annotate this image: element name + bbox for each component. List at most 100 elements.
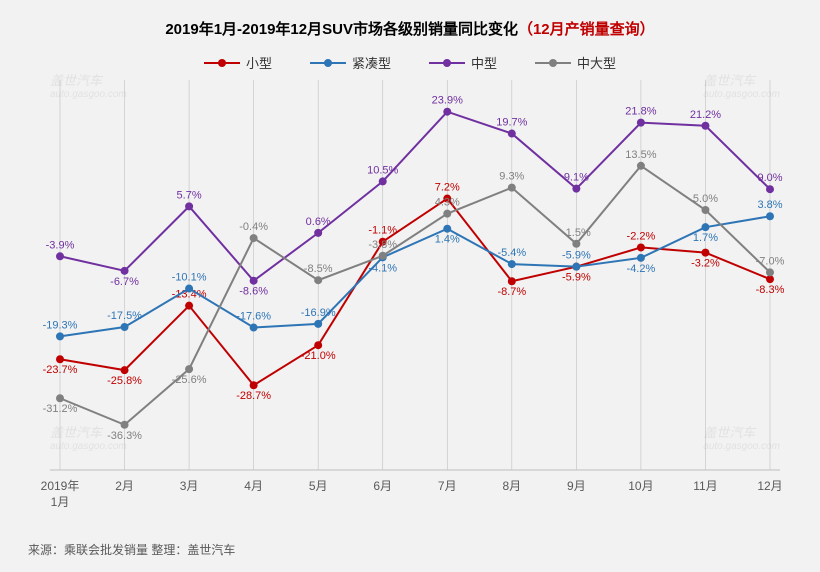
legend-label: 紧凑型 xyxy=(352,53,391,72)
x-axis-label: 11月 xyxy=(693,479,717,493)
data-point xyxy=(250,324,258,332)
chart-title: 2019年1月-2019年12月SUV市场各级别销量同比变化（12月产销量查询） xyxy=(0,0,820,39)
data-label: -28.7% xyxy=(236,390,271,402)
data-label: 9.3% xyxy=(499,171,524,183)
legend-marker xyxy=(204,58,240,68)
title-suffix: （12月产销量查询） xyxy=(518,21,655,38)
data-point xyxy=(701,206,709,214)
data-point xyxy=(379,177,387,185)
data-label: -1.1% xyxy=(368,225,397,237)
legend-label: 中型 xyxy=(471,53,497,72)
data-label: -3.2% xyxy=(691,258,720,270)
x-axis-label: 7月 xyxy=(438,479,457,493)
x-axis-label: 8月 xyxy=(502,479,521,493)
data-point xyxy=(443,210,451,218)
data-label: -8.3% xyxy=(756,284,785,296)
legend-marker xyxy=(429,58,465,68)
data-point xyxy=(121,323,129,331)
data-label: -23.7% xyxy=(43,364,78,376)
x-axis-label: 10月 xyxy=(628,479,653,493)
data-label: -25.6% xyxy=(172,374,207,386)
data-label: -17.6% xyxy=(236,311,271,323)
data-label: -8.7% xyxy=(497,286,526,298)
data-label: 3.8% xyxy=(757,199,782,211)
x-axis-label: 4月 xyxy=(244,479,263,493)
data-label: -7.0% xyxy=(756,255,785,267)
data-label: 13.5% xyxy=(625,149,656,161)
data-point xyxy=(250,277,258,285)
data-point xyxy=(379,252,387,260)
data-label: -2.2% xyxy=(627,230,656,242)
data-point xyxy=(121,267,129,275)
data-point xyxy=(56,332,64,340)
data-label: -8.5% xyxy=(304,263,333,275)
data-label: -16.9% xyxy=(301,307,336,319)
legend-label: 小型 xyxy=(246,53,272,72)
legend-item: 小型 xyxy=(204,53,272,72)
data-label: 1.7% xyxy=(693,232,718,244)
data-point xyxy=(508,184,516,192)
legend-marker xyxy=(310,58,346,68)
x-axis-label: 2月 xyxy=(115,479,134,493)
data-label: 0.6% xyxy=(306,216,331,228)
data-label: 9.1% xyxy=(564,172,589,184)
series-line xyxy=(60,112,770,281)
x-axis-label: 9月 xyxy=(567,479,586,493)
legend-item: 紧凑型 xyxy=(310,53,391,72)
x-axis-label: 12月 xyxy=(757,479,782,493)
legend-marker xyxy=(535,58,571,68)
data-label: 1.4% xyxy=(435,234,460,246)
data-point xyxy=(637,243,645,251)
data-label: -19.3% xyxy=(43,319,78,331)
data-label: -31.2% xyxy=(43,403,78,415)
legend-item: 中大型 xyxy=(535,53,616,72)
data-point xyxy=(250,381,258,389)
data-point xyxy=(121,421,129,429)
data-label: 4.3% xyxy=(435,197,460,209)
data-point xyxy=(701,223,709,231)
x-axis-label: 6月 xyxy=(373,479,392,493)
data-point xyxy=(314,341,322,349)
data-point xyxy=(56,252,64,260)
data-point xyxy=(701,122,709,130)
data-label: -10.1% xyxy=(172,272,207,284)
legend-label: 中大型 xyxy=(577,53,616,72)
data-point xyxy=(637,254,645,262)
data-point xyxy=(443,108,451,116)
chart-container: 2019年1月-2019年12月SUV市场各级别销量同比变化（12月产销量查询）… xyxy=(0,0,820,572)
series-line xyxy=(60,199,770,386)
plot-area: 2019年1月2月3月4月5月6月7月8月9月10月11月12月-23.7%-2… xyxy=(40,80,790,470)
legend: 小型 紧凑型 中型 中大型 xyxy=(0,53,820,72)
data-point xyxy=(250,234,258,242)
data-label: -3.9% xyxy=(46,239,75,251)
data-point xyxy=(508,130,516,138)
data-label: -4.1% xyxy=(368,262,397,274)
data-label: 21.8% xyxy=(625,106,656,118)
data-label: 5.7% xyxy=(177,189,202,201)
data-label: -17.5% xyxy=(107,310,142,322)
data-label: -3.8% xyxy=(368,239,397,251)
legend-item: 中型 xyxy=(429,53,497,72)
data-point xyxy=(572,185,580,193)
data-label: -5.9% xyxy=(562,250,591,262)
data-point xyxy=(766,212,774,220)
data-label: -36.3% xyxy=(107,430,142,442)
data-point xyxy=(443,225,451,233)
data-point xyxy=(572,263,580,271)
data-point xyxy=(701,249,709,257)
line-chart-svg: 2019年1月2月3月4月5月6月7月8月9月10月11月12月-23.7%-2… xyxy=(40,80,790,525)
title-main: 2019年1月-2019年12月SUV市场各级别销量同比变化 xyxy=(165,21,518,38)
series-line xyxy=(60,166,770,425)
data-point xyxy=(56,355,64,363)
source-text: 来源：乘联会批发销量 整理：盖世汽车 xyxy=(28,541,235,558)
data-point xyxy=(185,365,193,373)
data-point xyxy=(121,366,129,374)
x-axis-label: 3月 xyxy=(180,479,199,493)
data-label: 5.0% xyxy=(693,193,718,205)
data-point xyxy=(185,285,193,293)
data-label: 10.5% xyxy=(367,164,398,176)
data-label: 21.2% xyxy=(690,109,721,121)
data-label: -5.4% xyxy=(497,247,526,259)
data-point xyxy=(314,276,322,284)
data-label: 9.0% xyxy=(757,172,782,184)
